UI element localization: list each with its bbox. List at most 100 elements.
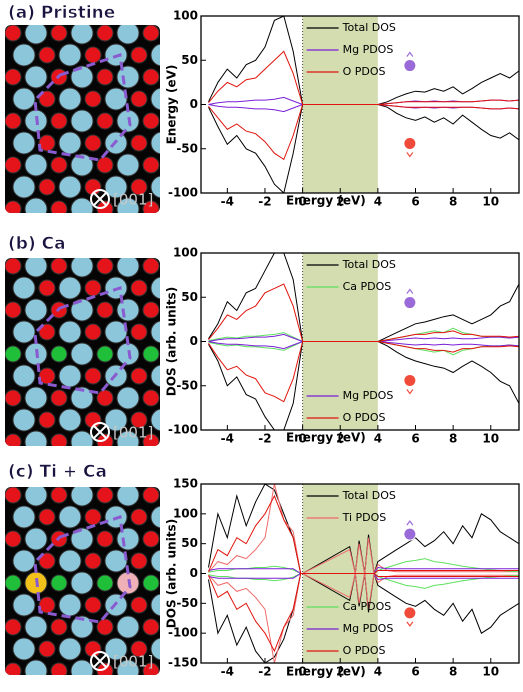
atom [5,662,22,675]
atom [50,258,68,275]
atom [38,596,56,614]
atom [70,659,94,675]
atom [142,258,160,275]
dos-line [208,571,519,663]
atom [70,571,94,595]
atom [150,175,160,199]
axis-into-page-cross [93,654,107,668]
atom [12,549,36,573]
x-tick-label: -2 [258,432,271,446]
y-tick-label: 150 [173,477,198,491]
atom [142,487,160,504]
spin-icon [403,59,417,73]
x-tick-label: -4 [221,432,234,446]
axis-into-page [90,189,110,209]
atom [150,131,160,155]
atom [12,408,36,432]
atom [5,487,22,504]
atom [142,25,160,42]
legend-label: Mg PDOS [343,389,394,402]
dos-line [208,573,519,653]
atom [12,320,36,344]
atom [58,593,82,617]
atom [116,25,140,45]
x-tick-label: 0 [298,665,306,679]
atom [130,46,148,64]
x-tick-label: 8 [449,195,457,209]
atom [142,68,160,86]
atom [58,505,82,529]
atom [130,596,148,614]
atom [24,430,48,446]
atom [24,527,48,551]
atom [12,505,36,529]
spin-arrow [406,621,414,627]
spin-arrow [406,152,414,158]
atom [38,411,56,429]
atom [24,197,48,213]
atom [104,549,128,573]
y-tick-label: 100 [173,246,198,260]
atom [24,153,48,177]
y-tick-label: 50 [181,290,198,304]
atom [5,68,22,86]
legend-label: Total DOS [342,21,396,34]
atom [150,87,160,111]
y-tick-label: 50 [181,53,198,67]
atom [24,386,48,410]
atom [116,298,140,322]
y-tick-label: -50 [176,596,198,610]
atom [38,552,56,570]
atom [142,345,160,363]
atom [84,46,102,64]
x-tick-label: 10 [482,665,499,679]
atom [38,90,56,108]
atom [70,65,94,89]
atom [150,408,160,432]
axis-into-page-cross [93,192,107,206]
x-tick-label: 10 [482,432,499,446]
supercell-outline [33,53,132,162]
atom [96,25,114,42]
atom [116,386,140,410]
atom [116,615,140,639]
atom [5,25,22,42]
atom [96,433,114,446]
atom [12,43,36,67]
x-tick-label: 6 [411,665,419,679]
atom [24,487,48,507]
dos-line [208,104,519,161]
curves [208,253,519,430]
atom [38,178,56,196]
dos-line [208,16,519,105]
dos-line [208,484,519,576]
atom [150,637,160,661]
dos-line [208,341,519,403]
atom [50,618,68,636]
dos-line [208,253,519,342]
atom [50,25,68,42]
atom [70,527,94,551]
y-tick-label: -100 [168,186,198,200]
direction-label: [001] [113,191,153,209]
atom [5,200,22,213]
legend-label: Mg PDOS [343,622,394,635]
atom [38,640,56,658]
atom [70,153,94,177]
x-tick-label: -4 [221,665,234,679]
direction-label: [001] [113,424,153,442]
atom [70,615,94,639]
x-tick-label: 4 [374,432,382,446]
legend-label: Mg PDOS [343,43,394,56]
x-axis-label: Energy (eV) [286,194,366,208]
legend-label: O PDOS [343,411,386,424]
y-tick-label: 0 [190,97,198,111]
atom [130,367,148,385]
atom [70,298,94,322]
atom [84,323,102,341]
y-tick-label: -50 [176,378,198,392]
atom [96,662,114,675]
atom [38,46,56,64]
atom [24,258,48,278]
